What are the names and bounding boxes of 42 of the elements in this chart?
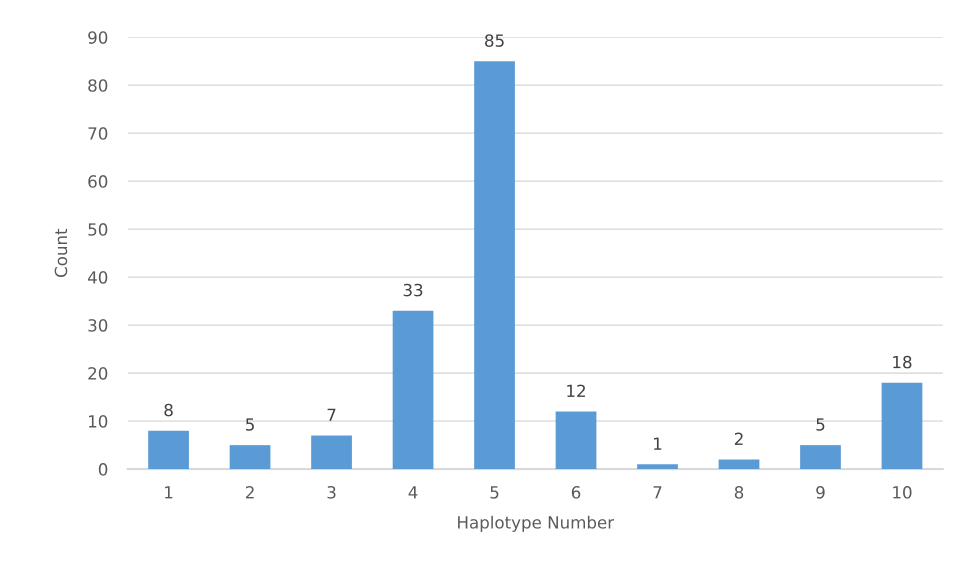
x-tick-label: 1 (165, 486, 172, 498)
y-tick-label: 30 (88, 319, 108, 332)
x-tick-label: 6 (572, 486, 580, 499)
y-axis-title: Count (54, 228, 68, 277)
x-tick-label: 5 (490, 486, 498, 499)
data-label: 7 (328, 408, 336, 421)
data-label: 18 (893, 356, 912, 368)
bar (882, 382, 922, 470)
y-tick-label: 20 (88, 367, 108, 380)
y-tick-label: 60 (88, 175, 108, 188)
bar (392, 310, 434, 470)
y-tick-label: 70 (88, 127, 108, 140)
data-label: 5 (246, 418, 254, 431)
data-label: 33 (404, 284, 422, 296)
y-tick-label: 50 (88, 223, 108, 236)
x-tick-label: 8 (734, 486, 744, 499)
data-label: 8 (164, 404, 173, 416)
y-tick-label: 90 (88, 31, 108, 44)
bar (718, 459, 760, 470)
y-tick-label: 0 (98, 463, 108, 476)
data-label: 85 (485, 34, 504, 47)
x-tick-label: 7 (654, 486, 662, 498)
bar (800, 445, 841, 470)
y-tick-label: 10 (88, 415, 108, 428)
x-tick-label: 10 (893, 486, 912, 499)
x-tick-label: 9 (816, 486, 825, 499)
bar (311, 436, 352, 470)
x-tick-label: 4 (408, 486, 418, 498)
bar (230, 445, 270, 470)
data-label: 2 (734, 432, 743, 445)
bar (148, 430, 189, 470)
x-tick-label: 2 (246, 486, 254, 498)
bar (637, 464, 678, 470)
y-tick-label: 80 (88, 79, 108, 92)
data-label: 1 (654, 438, 662, 450)
y-tick-label: 40 (88, 271, 108, 284)
x-tick-label: 3 (328, 486, 336, 499)
x-axis-title: Haplotype Number (458, 516, 614, 532)
bar (556, 412, 596, 470)
bar (474, 61, 515, 470)
data-label: 5 (816, 418, 824, 431)
data-label: 12 (567, 384, 585, 397)
